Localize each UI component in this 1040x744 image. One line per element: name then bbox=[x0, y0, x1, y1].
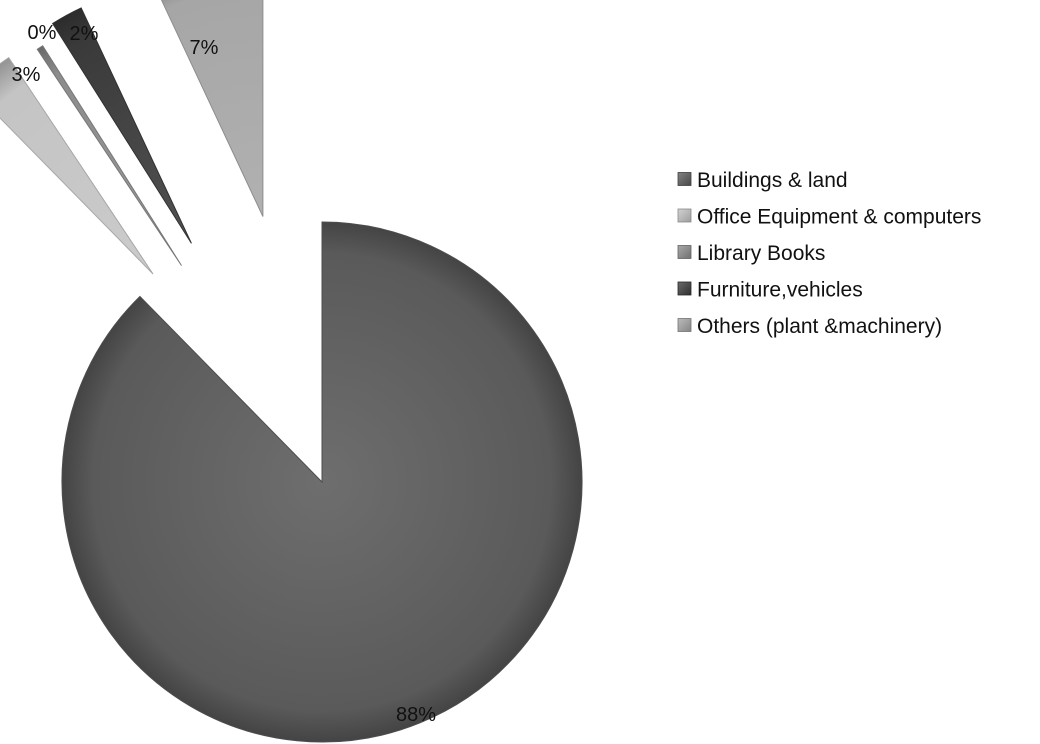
pie-slice-buildings-land bbox=[61, 221, 583, 743]
pie-slice-office-equipment-computers bbox=[0, 56, 154, 275]
data-label-others-plant-machinery: 7% bbox=[190, 37, 219, 59]
data-label-library-books: 0% bbox=[28, 22, 57, 44]
legend-swatch-buildings-land bbox=[677, 172, 692, 186]
legend: Buildings & land Office Equipment & compu… bbox=[677, 169, 981, 338]
data-label-office-equipment-computers: 3% bbox=[12, 64, 41, 86]
legend-swatch-furniture-vehicles bbox=[677, 281, 692, 296]
pie-slice-library-books bbox=[36, 45, 182, 266]
pie-slice-others-plant-machinery bbox=[160, 0, 264, 217]
pie-data-labels: 88% 3% 0% 2% 7% bbox=[12, 22, 437, 726]
pie-slice-furniture-vehicles bbox=[51, 7, 192, 244]
data-label-buildings-land: 88% bbox=[396, 704, 436, 726]
legend-label-library-books: Library Books bbox=[697, 242, 825, 265]
legend-swatch-library-books bbox=[677, 245, 692, 259]
pie-slices bbox=[0, 0, 583, 743]
legend-label-office-equipment-computers: Office Equipment & computers bbox=[697, 206, 981, 229]
legend-swatch-others-plant-machinery bbox=[677, 318, 692, 332]
legend-swatch-office-equipment-computers bbox=[677, 208, 692, 223]
data-label-furniture-vehicles: 2% bbox=[70, 23, 99, 45]
legend-label-furniture-vehicles: Furniture,vehicles bbox=[697, 279, 863, 302]
legend-label-buildings-land: Buildings & land bbox=[697, 169, 848, 192]
legend-label-others-plant-machinery: Others (plant &machinery) bbox=[697, 315, 942, 338]
